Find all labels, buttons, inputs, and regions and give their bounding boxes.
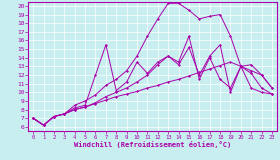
X-axis label: Windchill (Refroidissement éolien,°C): Windchill (Refroidissement éolien,°C) bbox=[74, 141, 231, 148]
